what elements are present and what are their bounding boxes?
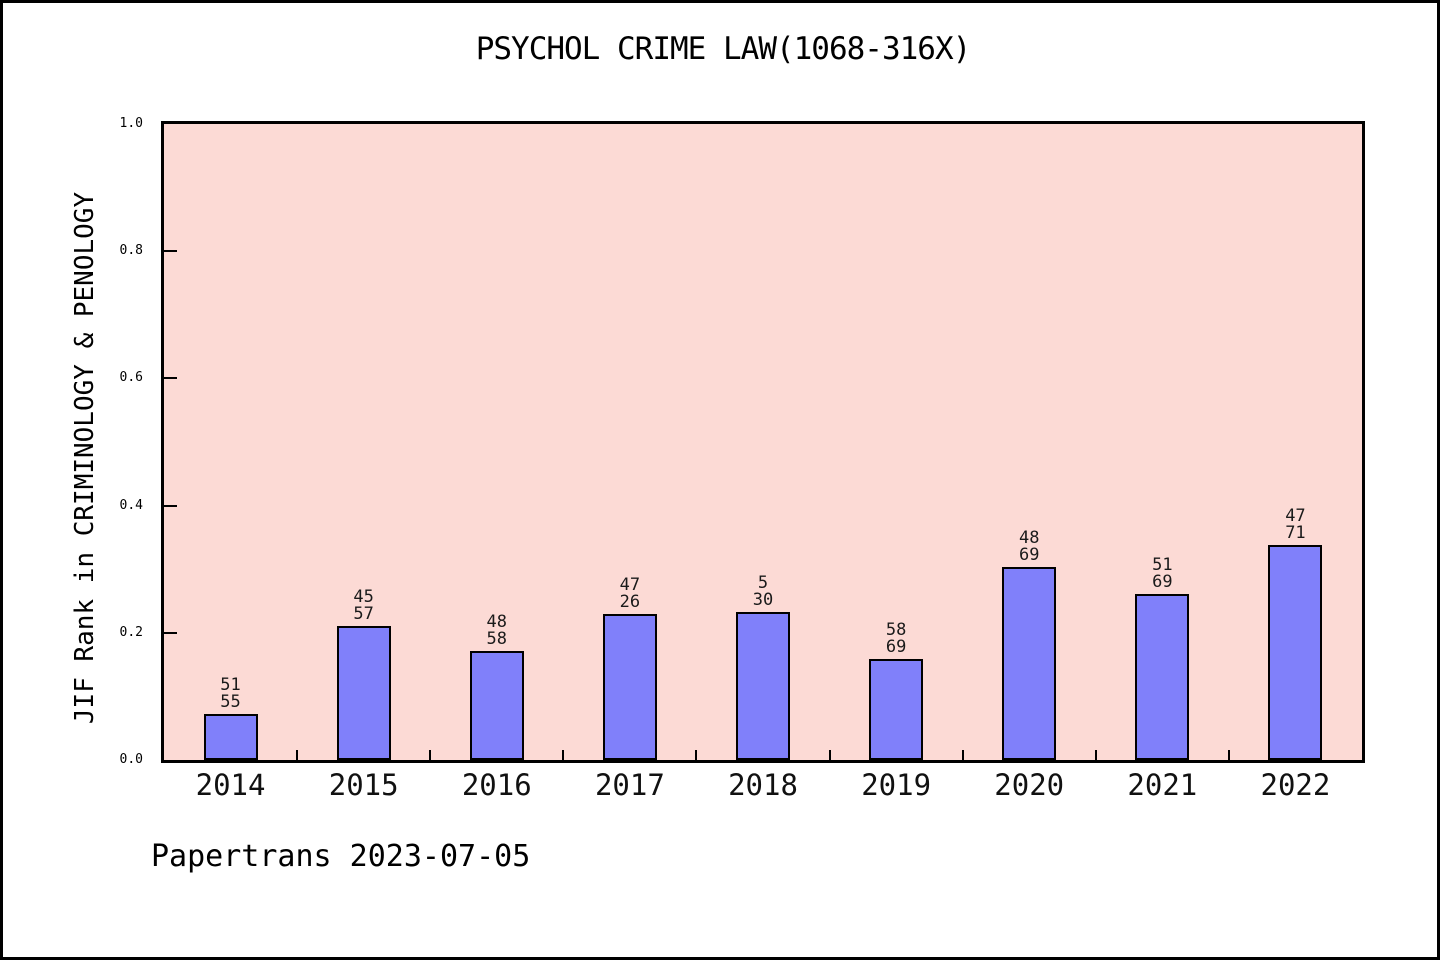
x-tick-label-2015: 2015 (328, 768, 399, 802)
x-tick-label-2022: 2022 (1260, 768, 1331, 802)
bar-label-2020: 48 69 (1018, 527, 1040, 565)
bar-label-2015: 45 57 (353, 586, 374, 624)
bar-label-2022: 47 71 (1285, 506, 1306, 544)
y-tick-label: 0.8 (119, 243, 143, 259)
y-axis-tick (164, 377, 177, 380)
x-tick-label-2016: 2016 (461, 768, 532, 802)
bar-label-2016: 48 58 (486, 611, 507, 649)
y-tick-label: 0.2 (119, 624, 143, 640)
plot-area: 51 55 45 57 48 58 47 26 5 30 58 69 48 69 51 69 4… (161, 121, 1365, 763)
y-axis-tick (164, 250, 177, 253)
bar-label-2021: 51 69 (1152, 555, 1173, 593)
x-axis-minor-tick (562, 750, 565, 760)
bar-2014 (203, 713, 258, 760)
bar-2019 (869, 658, 924, 760)
bar-2017 (602, 613, 657, 760)
x-axis-minor-tick (828, 750, 831, 760)
x-tick-label-2021: 2021 (1127, 768, 1198, 802)
y-tick-label: 0.0 (119, 752, 143, 767)
bar-2015 (336, 625, 391, 760)
x-axis-minor-tick (1094, 750, 1097, 760)
bar-2018 (736, 611, 790, 760)
x-axis-minor-tick (1227, 750, 1230, 760)
bar-label-2014: 51 55 (220, 674, 241, 712)
plot-inner: 51 55 45 57 48 58 47 26 5 30 58 69 48 69 51 69 4… (164, 124, 1362, 760)
x-axis-minor-tick (961, 750, 964, 760)
bar-2022 (1268, 545, 1323, 760)
x-axis-minor-tick (695, 750, 698, 760)
x-tick-label-2020: 2020 (994, 768, 1065, 802)
bar-label-2017: 47 26 (619, 574, 641, 612)
bar-2020 (1002, 566, 1057, 760)
y-axis-tick (164, 631, 177, 634)
y-tick-label: 1.0 (119, 116, 143, 131)
x-tick-label-2017: 2017 (594, 768, 665, 802)
y-tick-label: 0.6 (119, 370, 143, 386)
chart-title: PSYCHOL CRIME LAW(1068-316X) (475, 31, 972, 67)
x-tick-label-2018: 2018 (728, 768, 798, 802)
y-axis-label: JIF Rank in CRIMINOLOGY & PENOLOGY (70, 191, 100, 725)
x-axis-minor-tick (429, 750, 432, 760)
bar-2016 (469, 650, 524, 760)
footer-watermark: Papertrans 2023-07-05 (151, 839, 531, 874)
bar-label-2018: 5 30 (752, 572, 774, 610)
x-tick-label-2019: 2019 (861, 768, 932, 802)
x-tick-label-2014: 2014 (195, 768, 266, 802)
bar-label-2019: 58 69 (885, 619, 907, 657)
bar-2021 (1135, 594, 1190, 760)
x-axis-minor-tick (296, 750, 299, 760)
y-tick-label: 0.4 (119, 497, 143, 513)
y-axis-tick (164, 504, 177, 507)
